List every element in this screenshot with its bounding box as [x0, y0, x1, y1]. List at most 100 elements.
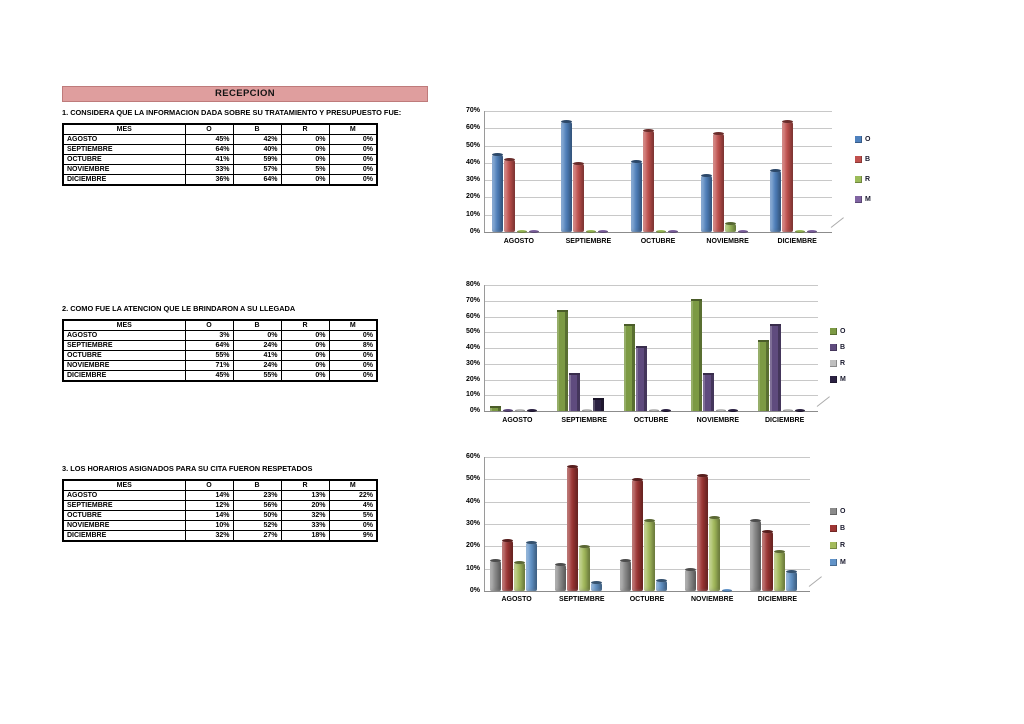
- value-cell: 0%: [328, 174, 378, 186]
- gridline: [484, 457, 810, 458]
- bar: [554, 563, 566, 591]
- legend-item: M: [830, 376, 846, 383]
- gridline: [484, 285, 818, 286]
- legend-item: B: [830, 525, 845, 532]
- bar-top-face: [566, 464, 578, 468]
- chart-legend: O B R M: [452, 278, 892, 440]
- month-cell: AGOSTO: [62, 134, 186, 145]
- value-cell: 0%: [280, 134, 330, 145]
- bar: [503, 158, 515, 232]
- table-header-row: MES O B R M: [62, 123, 378, 135]
- bar-top-face: [770, 168, 782, 172]
- gridline: [484, 348, 818, 349]
- value-cell: 23%: [232, 490, 282, 501]
- legend-item: M: [855, 196, 871, 203]
- y-axis-line: [484, 457, 485, 591]
- bar: [566, 464, 578, 591]
- zero-bar: [515, 409, 526, 412]
- column-header: MES: [62, 319, 186, 331]
- month-cell: OCTUBRE: [62, 350, 186, 361]
- zero-bar: [807, 230, 818, 233]
- table-row: NOVIEMBRE 71% 24% 0% 0%: [62, 360, 378, 371]
- legend-swatch: [830, 559, 837, 566]
- bar-top-face: [774, 549, 786, 553]
- value-cell: 22%: [328, 490, 378, 501]
- section-question-3: 3. LOS HORARIOS ASIGNADOS PARA SU CITA F…: [62, 463, 382, 542]
- y-axis-label: 70%: [465, 107, 480, 114]
- y-axis-label: 10%: [465, 391, 480, 399]
- legend-swatch: [855, 156, 862, 163]
- bar: [569, 373, 581, 411]
- value-cell: 20%: [280, 500, 330, 511]
- value-cell: 0%: [328, 154, 378, 165]
- gridline: [484, 111, 832, 112]
- value-cell: 18%: [280, 530, 330, 542]
- floor-edge-line: [808, 576, 822, 587]
- table-row: OCTUBRE 41% 59% 0% 0%: [62, 154, 378, 165]
- month-cell: SEPTIEMBRE: [62, 144, 186, 155]
- value-cell: 57%: [232, 164, 282, 175]
- value-cell: 8%: [328, 340, 378, 351]
- value-cell: 3%: [184, 330, 234, 341]
- month-cell: DICIEMBRE: [62, 530, 186, 542]
- category-label: SEPTIEMBRE: [559, 596, 605, 603]
- month-cell: NOVIEMBRE: [62, 360, 186, 371]
- bar: [782, 120, 794, 232]
- zero-bar: [782, 409, 793, 412]
- table-row: DICIEMBRE 36% 64% 0% 0%: [62, 174, 378, 186]
- table-body: AGOSTO 45% 42% 0% 0% SEPTIEMBRE 64% 40% 0% 0% OCTU…: [62, 134, 378, 186]
- legend-label: R: [865, 176, 871, 183]
- category-label: OCTUBRE: [629, 596, 665, 603]
- table-row: NOVIEMBRE 33% 57% 5% 0%: [62, 164, 378, 175]
- bar-top-face: [501, 538, 513, 542]
- value-cell: 0%: [328, 134, 378, 145]
- zero-bar: [527, 409, 538, 412]
- bar: [491, 153, 503, 232]
- category-label: DICIEMBRE: [777, 238, 817, 245]
- question-3-table: MES O B R M AGOSTO 14% 23% 13% 22% SEPTIEMBRE 12% 56…: [62, 479, 378, 542]
- column-header: M: [328, 319, 378, 331]
- y-axis-label: 70%: [465, 296, 480, 304]
- value-cell: 36%: [184, 174, 234, 186]
- bar: [656, 578, 667, 591]
- bar-top-face: [709, 516, 721, 520]
- zero-bar: [737, 230, 748, 233]
- value-cell: 4%: [328, 500, 378, 511]
- legend-swatch: [830, 376, 837, 383]
- value-cell: 0%: [280, 330, 330, 341]
- gridline: [484, 180, 832, 182]
- table-body: AGOSTO 3% 0% 0% 0% SEPTIEMBRE 64% 24% 0% 8% OCTUBR…: [62, 330, 378, 382]
- legend-item: O: [830, 328, 845, 335]
- table-row: DICIEMBRE 45% 55% 0% 0%: [62, 370, 378, 382]
- bar: [757, 340, 769, 411]
- question-1-title: 1. CONSIDERA QUE LA INFORMACION DADA SOB…: [62, 108, 402, 117]
- bar: [525, 540, 537, 591]
- bar: [501, 538, 513, 591]
- value-cell: 0%: [280, 174, 330, 186]
- bar-top-face: [593, 398, 605, 401]
- value-cell: 27%: [232, 530, 282, 542]
- zero-bar: [715, 409, 726, 412]
- bar: [631, 160, 642, 232]
- zero-bar: [722, 589, 733, 592]
- legend-swatch: [855, 196, 862, 203]
- question-1-table: MES O B R M AGOSTO 45% 42% 0% 0% SEPTIEMBRE 64% 40% 0…: [62, 123, 378, 186]
- bar-top-face: [624, 324, 635, 327]
- bar: [632, 478, 643, 591]
- bar-top-face: [590, 581, 602, 585]
- section-question-1: 1. CONSIDERA QUE LA INFORMACION DADA SOB…: [62, 107, 402, 186]
- bar-top-face: [757, 340, 769, 343]
- month-cell: SEPTIEMBRE: [62, 340, 186, 351]
- category-label: NOVIEMBRE: [706, 238, 749, 245]
- value-cell: 42%: [232, 134, 282, 145]
- legend-item: B: [830, 344, 845, 351]
- bar: [724, 222, 736, 232]
- zero-bar: [656, 230, 666, 233]
- month-cell: NOVIEMBRE: [62, 520, 186, 531]
- value-cell: 32%: [184, 530, 234, 542]
- bar-top-face: [769, 324, 781, 327]
- zero-bar: [795, 230, 806, 233]
- value-cell: 14%: [184, 490, 234, 501]
- zero-bar: [528, 230, 539, 233]
- bar: [573, 161, 585, 232]
